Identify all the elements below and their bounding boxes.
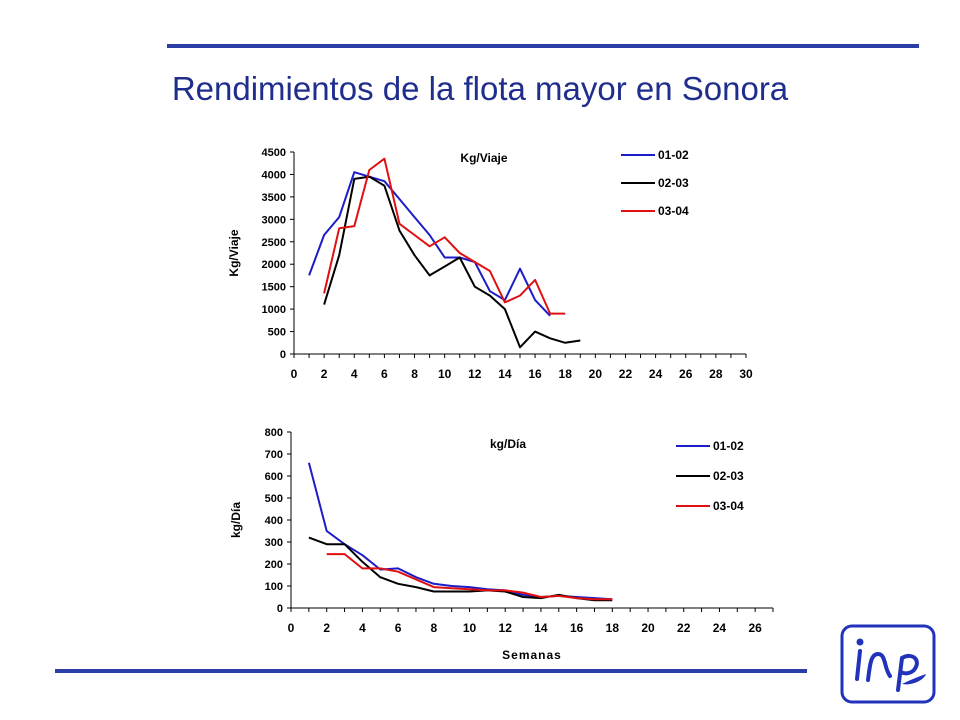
chart-title: Kg/Viaje (460, 151, 507, 165)
x-tick-label: 16 (570, 621, 584, 635)
legend-label: 02-03 (658, 176, 689, 190)
y-tick-label: 2000 (262, 259, 286, 271)
y-tick-label: 2500 (262, 237, 286, 249)
inp-logo-icon (840, 624, 936, 704)
legend-label: 01-02 (713, 439, 744, 453)
y-tick-label: 4500 (262, 147, 286, 159)
x-tick-label: 2 (321, 367, 328, 381)
x-tick-label: 26 (679, 367, 693, 381)
legend-label: 02-03 (713, 469, 744, 483)
x-tick-label: 8 (411, 367, 418, 381)
y-axis-label: Kg/Viaje (227, 229, 241, 276)
x-tick-label: 14 (498, 367, 512, 381)
bottom-rule (55, 669, 807, 673)
x-tick-label: 18 (606, 621, 620, 635)
legend-label: 03-04 (658, 204, 689, 218)
y-tick-label: 3000 (262, 214, 286, 226)
legend-label: 03-04 (713, 499, 744, 513)
series-line-02-03 (323, 175, 581, 349)
x-tick-label: 6 (395, 621, 402, 635)
x-tick-label: 24 (649, 367, 663, 381)
x-tick-label: 12 (468, 367, 482, 381)
y-axis-label: kg/Día (229, 502, 243, 538)
x-tick-label: 28 (709, 367, 723, 381)
x-tick-label: 10 (463, 621, 477, 635)
y-tick-label: 4000 (262, 169, 286, 181)
series-line-01-02 (307, 462, 613, 601)
slide-title: Rendimientos de la flota mayor en Sonora (171, 70, 789, 107)
x-tick-label: 8 (430, 621, 437, 635)
x-tick-label: 14 (534, 621, 548, 635)
series-line-02-03 (308, 536, 613, 602)
y-tick-label: 800 (265, 427, 283, 439)
series-line-03-04 (323, 157, 566, 315)
x-tick-label: 0 (288, 621, 295, 635)
y-tick-label: 600 (265, 471, 283, 483)
series-line-01-02 (308, 171, 551, 317)
y-tick-label: 700 (265, 449, 283, 461)
y-tick-label: 1500 (262, 282, 286, 294)
top-rule (167, 44, 919, 48)
x-tick-label: 10 (438, 367, 452, 381)
y-tick-label: 500 (265, 493, 283, 505)
x-tick-label: 4 (351, 367, 358, 381)
x-tick-label: 16 (528, 367, 542, 381)
y-tick-label: 200 (265, 559, 283, 571)
x-tick-label: 22 (619, 367, 633, 381)
chart-title: kg/Día (490, 437, 526, 451)
x-tick-label: 4 (359, 621, 366, 635)
x-tick-label: 0 (291, 367, 298, 381)
y-tick-label: 1000 (262, 304, 286, 316)
y-tick-label: 3500 (262, 192, 286, 204)
y-tick-label: 300 (265, 537, 283, 549)
x-tick-label: 26 (748, 621, 762, 635)
y-tick-label: 400 (265, 515, 283, 527)
x-axis-label: Semanas (502, 648, 562, 662)
x-tick-label: 20 (641, 621, 655, 635)
x-tick-label: 24 (713, 621, 727, 635)
legend-label: 01-02 (658, 148, 689, 162)
y-tick-label: 100 (265, 581, 283, 593)
x-tick-label: 18 (559, 367, 573, 381)
series-line-03-04 (326, 553, 613, 601)
x-tick-label: 12 (499, 621, 513, 635)
y-tick-label: 500 (268, 327, 286, 339)
x-tick-label: 20 (589, 367, 603, 381)
x-tick-label: 22 (677, 621, 691, 635)
x-tick-label: 2 (323, 621, 330, 635)
x-tick-label: 30 (739, 367, 753, 381)
y-tick-label: 0 (277, 603, 283, 615)
x-tick-label: 6 (381, 367, 388, 381)
y-tick-label: 0 (280, 349, 286, 361)
